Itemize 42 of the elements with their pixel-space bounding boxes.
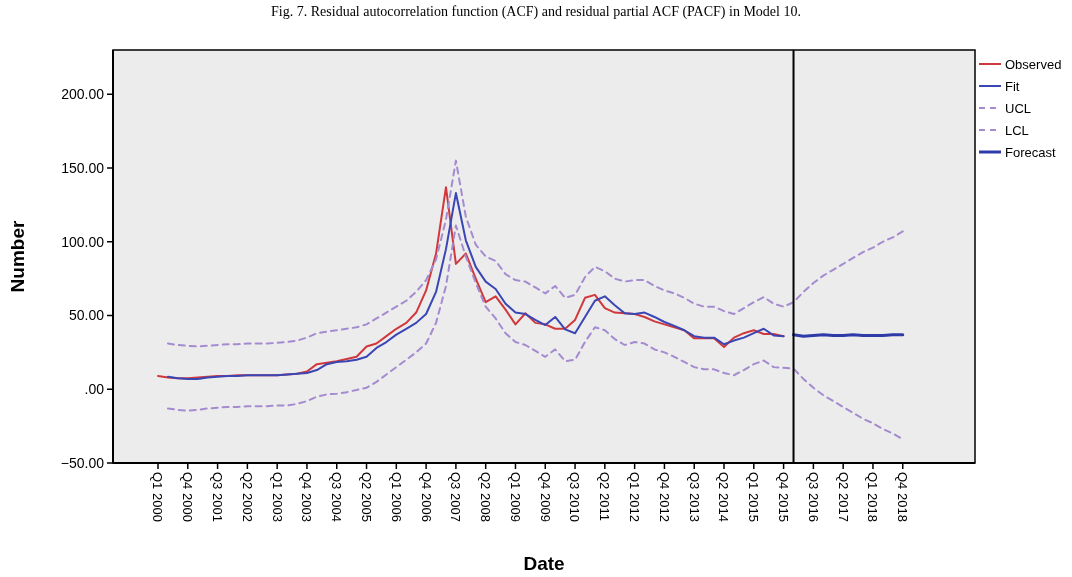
x-tick-label: Q1 2000	[150, 472, 166, 522]
x-tick-label: Q1 2018	[865, 472, 881, 522]
line-series	[166, 159, 904, 348]
x-tick-label: Q2 2002	[239, 472, 255, 522]
legend-label: Forecast	[1005, 144, 1056, 160]
x-tick-label: Q2 2014	[716, 472, 732, 522]
x-tick-label: Q4 2009	[537, 472, 553, 522]
x-tick-label: Q2 2017	[835, 472, 851, 522]
x-tick-label: Q2 2008	[478, 472, 494, 522]
legend-label: Fit	[1005, 78, 1020, 94]
x-tick-label: Q1 2012	[627, 472, 643, 522]
x-tick-label: Q3 2013	[686, 472, 702, 522]
legend-label: UCL	[1005, 100, 1032, 116]
y-axis-title: Number	[7, 220, 28, 293]
x-tick-label: Q4 2000	[180, 472, 196, 522]
x-tick-label: Q2 2011	[597, 472, 613, 521]
line-series	[166, 224, 904, 441]
x-tick-label: Q4 2015	[776, 472, 792, 522]
x-tick-label: Q3 2004	[329, 472, 345, 522]
x-tick-label: Q4 2012	[656, 472, 672, 522]
x-axis-title: Date	[523, 553, 565, 574]
x-tick-label: Q3 2001	[210, 472, 226, 522]
x-tick-label: Q4 2006	[418, 472, 434, 522]
y-tick-label: −50.00	[60, 454, 105, 471]
x-tick-label: Q4 2018	[895, 472, 911, 522]
y-tick-label: .00	[84, 381, 105, 398]
y-tick-label: 50.00	[68, 307, 105, 324]
legend-label: Observed	[1005, 56, 1062, 72]
x-tick-label: Q1 2006	[388, 472, 404, 522]
legend-label: LCL	[1005, 122, 1029, 138]
y-tick-label: 200.00	[61, 86, 105, 103]
x-tick-label: Q2 2005	[358, 472, 374, 522]
x-tick-label: Q1 2009	[507, 472, 523, 522]
x-tick-label: Q1 2015	[746, 472, 762, 522]
x-tick-label: Q3 2010	[567, 472, 583, 522]
x-tick-label: Q1 2003	[269, 472, 285, 522]
x-tick-label: Q3 2007	[448, 472, 464, 522]
y-tick-label: 100.00	[61, 233, 105, 250]
x-tick-label: Q3 2016	[805, 472, 821, 522]
x-tick-label: Q4 2003	[299, 472, 315, 522]
y-tick-label: 150.00	[61, 159, 105, 176]
chart-title: Fig. 7. Residual autocorrelation function (ACF) and residual partial ACF (PACF) in Model 10.	[271, 4, 801, 20]
